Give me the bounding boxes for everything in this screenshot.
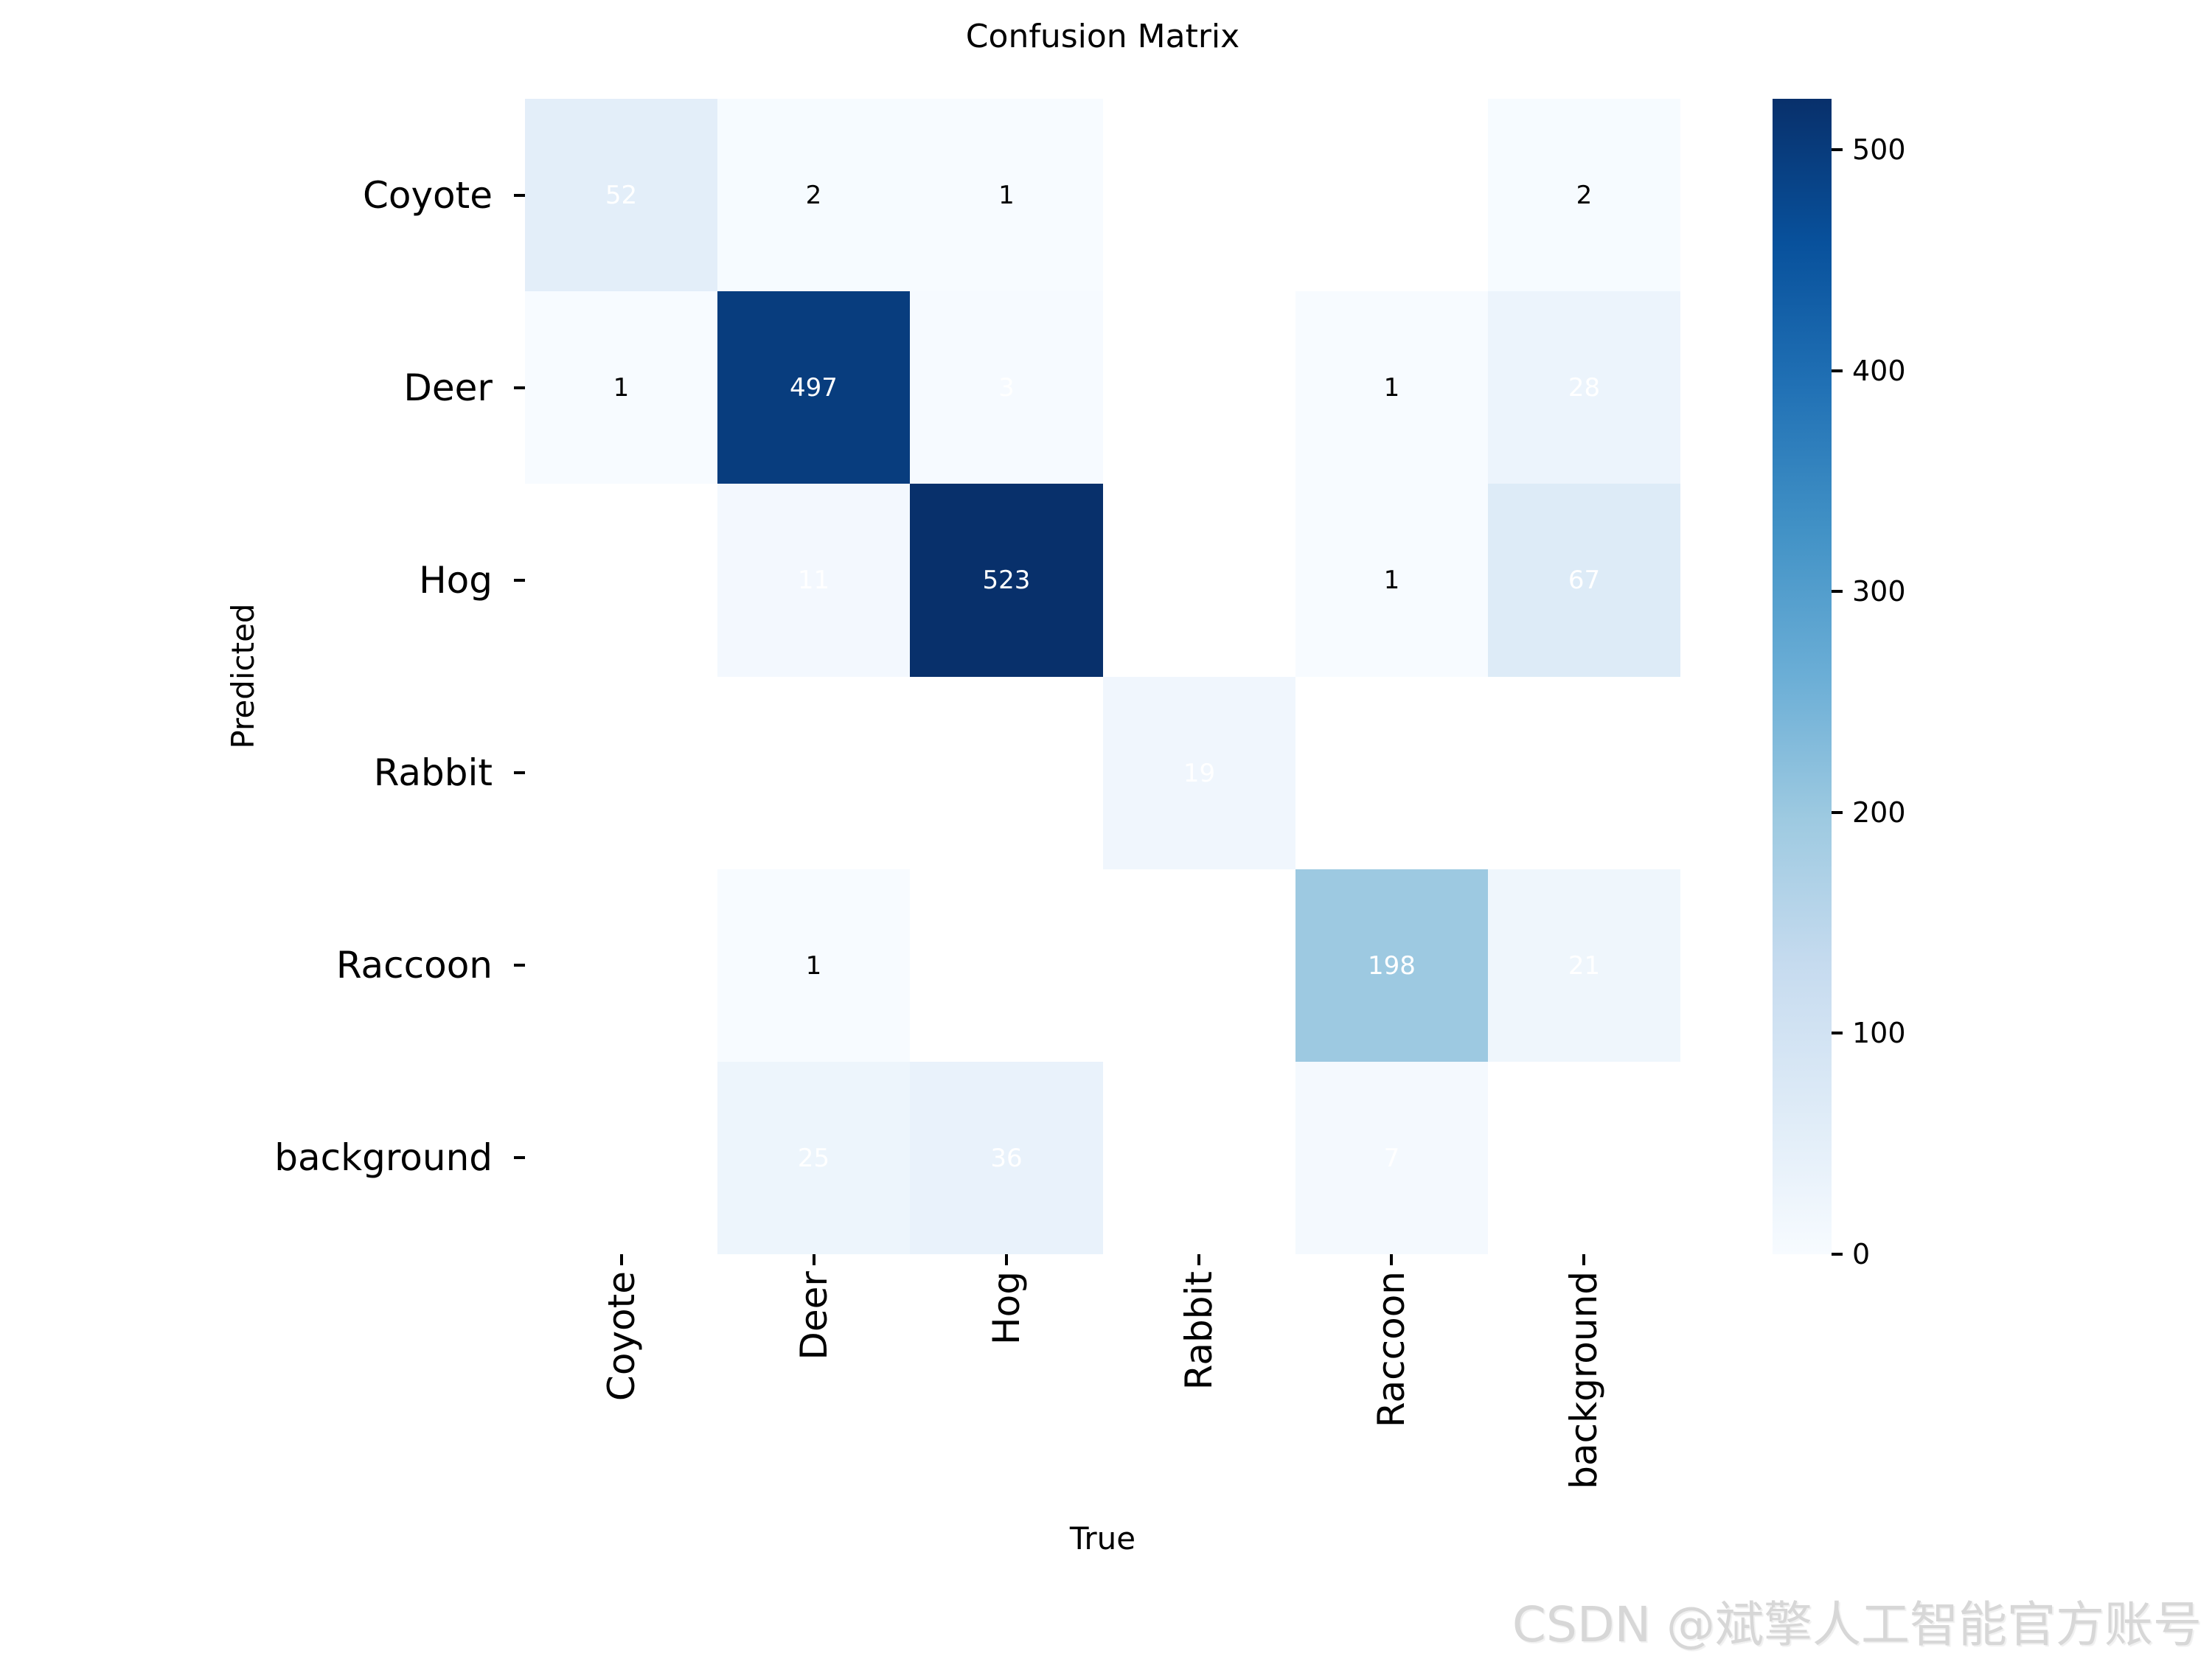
- colorbar-tick-label: 500: [1852, 133, 1906, 166]
- matrix-cell: [1295, 99, 1488, 291]
- colorbar-tick-label: 0: [1852, 1238, 1871, 1270]
- y-tick-mark: [514, 964, 525, 967]
- matrix-cell: 1: [717, 869, 910, 1062]
- cell-value: 36: [990, 1143, 1023, 1173]
- x-tick-mark: [1004, 1254, 1008, 1265]
- matrix-cell: 523: [910, 484, 1103, 677]
- matrix-cell: 3: [910, 291, 1103, 484]
- matrix-cell: 1: [525, 291, 717, 484]
- matrix-cell: 11: [717, 484, 910, 677]
- y-tick-label: Rabbit: [373, 751, 493, 795]
- matrix-cell: 2: [717, 99, 910, 291]
- matrix-cell: [525, 677, 717, 869]
- watermark: CSDN @斌擎人工智能官方账号: [1512, 1596, 2202, 1653]
- matrix-cell: 7: [1295, 1062, 1488, 1254]
- matrix-cell: 198: [1295, 869, 1488, 1062]
- matrix-cell: 28: [1488, 291, 1680, 484]
- cell-value: 25: [797, 1143, 830, 1173]
- colorbar-tick-mark: [1832, 810, 1843, 814]
- cell-value: 11: [797, 566, 830, 595]
- matrix-cell: 1: [910, 99, 1103, 291]
- matrix-cell: [525, 869, 717, 1062]
- cell-value: 3: [998, 372, 1015, 403]
- matrix-cell: [1103, 484, 1295, 677]
- colorbar: [1773, 99, 1832, 1254]
- matrix-cell: [1488, 1062, 1680, 1254]
- matrix-cell: 1: [1295, 291, 1488, 484]
- y-tick-label: Coyote: [362, 173, 493, 217]
- colorbar-gradient: [1773, 99, 1832, 1254]
- matrix-cell: 67: [1488, 484, 1680, 677]
- matrix-cell: 21: [1488, 869, 1680, 1062]
- y-tick-mark: [514, 771, 525, 775]
- y-tick-mark: [514, 193, 525, 197]
- x-tick-mark: [1197, 1254, 1201, 1265]
- colorbar-tick-label: 300: [1852, 575, 1906, 608]
- cell-value: 1: [1383, 372, 1400, 403]
- x-axis-title: True: [1069, 1520, 1136, 1557]
- matrix-cell: [1488, 677, 1680, 869]
- matrix-cell: [1295, 677, 1488, 869]
- cell-value: 523: [982, 566, 1031, 595]
- matrix-cell: 19: [1103, 677, 1295, 869]
- colorbar-tick-mark: [1832, 590, 1843, 594]
- x-tick-mark: [1390, 1254, 1394, 1265]
- y-tick-mark: [514, 386, 525, 389]
- cell-value: 2: [1576, 180, 1593, 210]
- matrix-cell: [717, 677, 910, 869]
- matrix-cell: [525, 484, 717, 677]
- cell-value: 1: [998, 180, 1015, 210]
- y-tick-label: Raccoon: [335, 944, 493, 987]
- colorbar-tick-label: 100: [1852, 1017, 1906, 1050]
- matrix-cell: [525, 1062, 717, 1254]
- cell-value: 28: [1568, 372, 1601, 403]
- matrix-cell: 25: [717, 1062, 910, 1254]
- cell-value: 7: [1383, 1143, 1400, 1173]
- colorbar-tick-mark: [1832, 147, 1843, 151]
- y-tick-mark: [514, 1156, 525, 1160]
- matrix-cell: [910, 869, 1103, 1062]
- cell-value: 2: [805, 180, 822, 210]
- colorbar-tick-label: 400: [1852, 354, 1906, 387]
- matrix-cell: 1: [1295, 484, 1488, 677]
- matrix-cell: 497: [717, 291, 910, 484]
- matrix-cell: 2: [1488, 99, 1680, 291]
- matrix-cell: 52: [525, 99, 717, 291]
- matrix-cell: [1103, 99, 1295, 291]
- colorbar-tick-mark: [1832, 1032, 1843, 1035]
- cell-value: 198: [1368, 950, 1416, 981]
- cell-value: 67: [1568, 566, 1601, 595]
- cell-value: 1: [805, 950, 822, 981]
- y-tick-mark: [514, 578, 525, 582]
- matrix-cell: [1103, 1062, 1295, 1254]
- matrix-cell: [910, 677, 1103, 869]
- x-tick-mark: [812, 1254, 815, 1265]
- colorbar-tick-mark: [1832, 1253, 1843, 1256]
- cell-value: 1: [613, 372, 630, 403]
- matrix-cell: 36: [910, 1062, 1103, 1254]
- y-axis-title: Predicted: [225, 603, 261, 749]
- colorbar-tick-label: 200: [1852, 796, 1906, 829]
- y-tick-label: Deer: [403, 366, 493, 409]
- cell-value: 21: [1568, 950, 1601, 981]
- cell-value: 1: [1383, 566, 1400, 595]
- cell-value: 19: [1183, 758, 1216, 788]
- chart-title: Confusion Matrix: [965, 18, 1240, 55]
- x-tick-mark: [619, 1254, 623, 1265]
- colorbar-tick-mark: [1832, 369, 1843, 372]
- cell-value: 52: [605, 180, 638, 210]
- matrix-cell: [1103, 869, 1295, 1062]
- cell-value: 497: [790, 372, 838, 403]
- x-tick-mark: [1582, 1254, 1586, 1265]
- y-tick-label: background: [274, 1136, 493, 1180]
- y-tick-label: Hog: [419, 558, 493, 602]
- matrix-cell: [1103, 291, 1295, 484]
